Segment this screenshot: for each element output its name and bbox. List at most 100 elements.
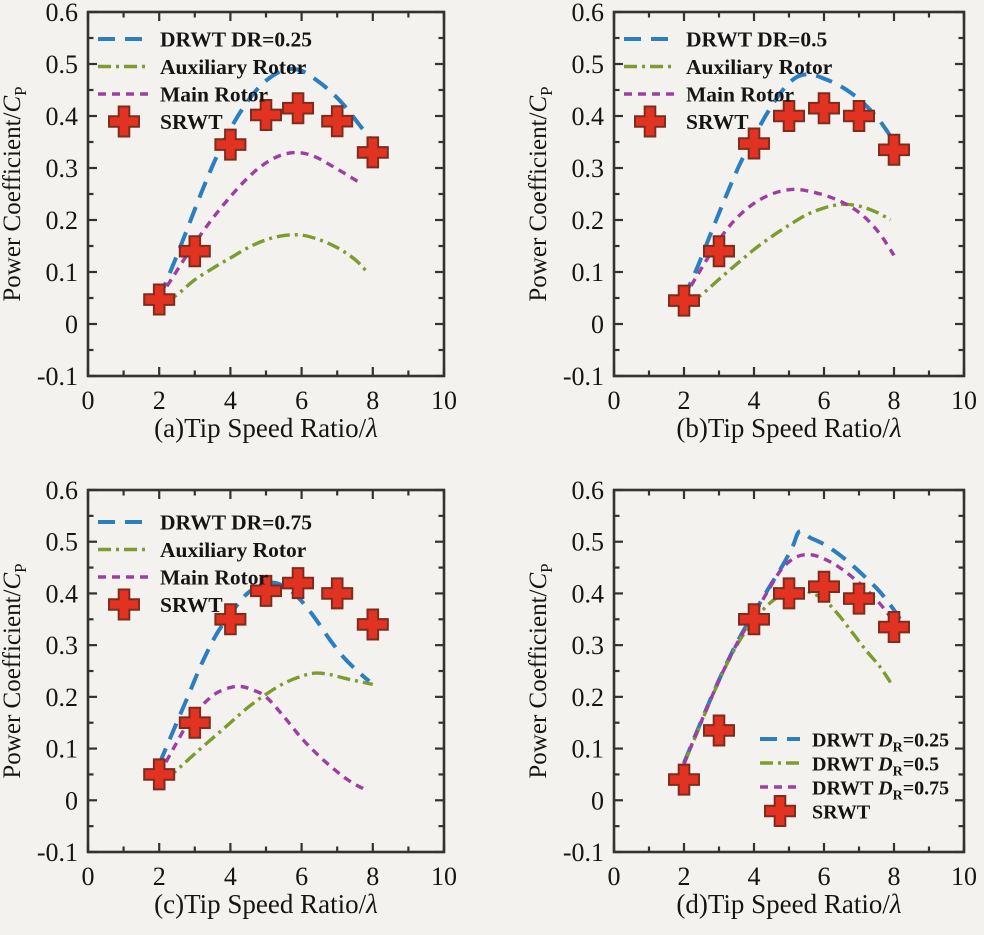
chart-a-canvas: 0 2 4 6 8 10-0.100.10.20.30.40.50.6(a)Tip Spe… bbox=[0, 0, 458, 443]
x-axis-ticks bbox=[86, 490, 446, 852]
svg-text:0.1: 0.1 bbox=[46, 258, 79, 287]
legend: DRWT DR=0.5 Auxiliary Rotor Main Rotor SRWT bbox=[624, 28, 833, 138]
x-axis-label: (d)Tip Speed Ratio/λ bbox=[676, 889, 902, 919]
svg-text:10: 10 bbox=[431, 386, 457, 415]
svg-text:0.1: 0.1 bbox=[572, 735, 605, 764]
svg-text:0.6: 0.6 bbox=[46, 476, 79, 505]
svg-text:0.3: 0.3 bbox=[46, 154, 79, 183]
x-axis-ticks bbox=[612, 490, 966, 852]
svg-text:0.5: 0.5 bbox=[46, 528, 79, 557]
svg-text:0: 0 bbox=[65, 786, 78, 815]
svg-text:-0.1: -0.1 bbox=[37, 362, 78, 391]
y-axis-ticks bbox=[88, 488, 444, 854]
svg-text:0.5: 0.5 bbox=[572, 528, 605, 557]
series-srwt-markers bbox=[143, 567, 389, 791]
legend-srwt-label: SRWT bbox=[686, 110, 749, 134]
svg-text:0.6: 0.6 bbox=[46, 0, 79, 27]
svg-text:0: 0 bbox=[591, 310, 604, 339]
legend-auxiliary-rotor-label: Auxiliary Rotor bbox=[686, 55, 833, 79]
svg-text:6: 6 bbox=[818, 862, 831, 891]
series-drwt-dr-0-75-curve bbox=[157, 580, 371, 765]
svg-text:0: 0 bbox=[608, 862, 621, 891]
svg-text:6: 6 bbox=[295, 862, 308, 891]
svg-text:8: 8 bbox=[888, 386, 901, 415]
svg-text:0.2: 0.2 bbox=[572, 206, 605, 235]
legend-auxiliary-rotor-label: Auxiliary Rotor bbox=[160, 538, 307, 562]
svg-text:2: 2 bbox=[678, 386, 691, 415]
svg-text:10: 10 bbox=[951, 862, 977, 891]
legend-drwt-dr-0-5-label: DRWT DR=0.5 bbox=[686, 28, 827, 52]
chart-d-canvas: 0 2 4 6 8 10-0.100.10.20.30.40.50.6(d)Tip Spe… bbox=[525, 476, 978, 919]
legend-srwt-label: SRWT bbox=[160, 593, 223, 617]
legend: DRWT DR=0.25 Auxiliary Rotor Main Rotor SRW… bbox=[98, 28, 312, 138]
y-tick-labels: -0.1 0 0.1 0.2 0.3 0.4 0.5 0.6 bbox=[563, 476, 604, 867]
legend-srwt-marker bbox=[764, 795, 796, 827]
legend-main-rotor-label: Main Rotor bbox=[160, 83, 269, 107]
legend-drwt-dr-0-25-label: DRWT DR=0.25 bbox=[812, 730, 949, 756]
svg-text:0.1: 0.1 bbox=[46, 735, 79, 764]
legend-srwt-marker bbox=[108, 588, 140, 621]
svg-text:0.4: 0.4 bbox=[46, 102, 79, 131]
x-axis-label: (a)Tip Speed Ratio/λ bbox=[154, 413, 378, 443]
svg-text:0.3: 0.3 bbox=[572, 154, 605, 183]
legend-srwt-marker bbox=[634, 105, 666, 138]
legend-auxiliary-rotor-label: Auxiliary Rotor bbox=[160, 55, 307, 79]
svg-text:10: 10 bbox=[431, 862, 457, 891]
series-auxiliary-rotor-curve bbox=[165, 671, 374, 781]
legend-drwt-dr-0-75-label: DRWT DR=0.75 bbox=[812, 778, 949, 804]
chart-panel-a: 0 2 4 6 8 10 -0.1 0 0.1 0.2 0.3 0.4 0.5 0.6 (a)Tip Spe… bbox=[0, 0, 492, 460]
series-srwt-markers bbox=[668, 92, 910, 317]
series-drwt-dr-0-25-curve bbox=[682, 529, 903, 764]
series-drwt-dr-0-25-curve bbox=[157, 66, 382, 299]
svg-text:0: 0 bbox=[65, 310, 78, 339]
series-srwt-markers bbox=[668, 570, 910, 796]
svg-text:0: 0 bbox=[608, 386, 621, 415]
chart-panel-c: 0 2 4 6 8 10 -0.1 0 0.1 0.2 0.3 0.4 0.5 0.6 (c)Tip Spe… bbox=[0, 460, 492, 935]
svg-text:0.6: 0.6 bbox=[572, 0, 605, 27]
y-tick-labels: -0.1 0 0.1 0.2 0.3 0.4 0.5 0.6 bbox=[37, 476, 78, 867]
series-auxiliary-rotor-curve bbox=[689, 202, 892, 305]
svg-text:0.1: 0.1 bbox=[572, 258, 605, 287]
chart-panel-d: 0 2 4 6 8 10 -0.1 0 0.1 0.2 0.3 0.4 0.5 0.6 (d)Tip Spe… bbox=[492, 460, 984, 935]
svg-text:2: 2 bbox=[153, 862, 166, 891]
legend-srwt-label: SRWT bbox=[812, 802, 871, 824]
svg-text:6: 6 bbox=[818, 386, 831, 415]
legend: DRWT DR=0.75 Auxiliary Rotor Main Rotor SRW… bbox=[98, 511, 312, 621]
svg-text:0.3: 0.3 bbox=[46, 631, 79, 660]
legend-srwt-label: SRWT bbox=[160, 110, 223, 134]
svg-text:0.2: 0.2 bbox=[46, 683, 79, 712]
x-axis-label: (b)Tip Speed Ratio/λ bbox=[676, 413, 902, 443]
svg-text:-0.1: -0.1 bbox=[37, 838, 78, 867]
legend-drwt-dr-0-75-label: DRWT DR=0.75 bbox=[160, 511, 312, 535]
y-tick-labels: -0.1 0 0.1 0.2 0.3 0.4 0.5 0.6 bbox=[563, 0, 604, 391]
y-axis-ticks bbox=[88, 10, 444, 378]
svg-text:6: 6 bbox=[295, 386, 308, 415]
y-axis-label: Power Coefficient/CP bbox=[525, 86, 556, 301]
svg-text:-0.1: -0.1 bbox=[563, 362, 604, 391]
svg-text:0.5: 0.5 bbox=[46, 50, 79, 79]
svg-text:0.3: 0.3 bbox=[572, 631, 605, 660]
y-axis-label: Power Coefficient/CP bbox=[525, 563, 556, 778]
x-axis-ticks bbox=[612, 12, 966, 376]
svg-text:4: 4 bbox=[224, 862, 237, 891]
svg-text:10: 10 bbox=[951, 386, 977, 415]
x-tick-labels: 0 2 4 6 8 10 bbox=[82, 862, 458, 891]
series-main-rotor-curve bbox=[682, 187, 896, 299]
x-tick-labels: 0 2 4 6 8 10 bbox=[82, 386, 458, 415]
x-tick-labels: 0 2 4 6 8 10 bbox=[608, 862, 978, 891]
y-axis-label: Power Coefficient/CP bbox=[0, 86, 30, 301]
y-tick-labels: -0.1 0 0.1 0.2 0.3 0.4 0.5 0.6 bbox=[37, 0, 78, 391]
chart-panel-b: 0 2 4 6 8 10 -0.1 0 0.1 0.2 0.3 0.4 0.5 0.6 (b)Tip Spe… bbox=[492, 0, 984, 460]
legend-drwt-dr-0-25-label: DRWT DR=0.25 bbox=[160, 28, 312, 52]
svg-text:0: 0 bbox=[82, 386, 95, 415]
svg-text:8: 8 bbox=[366, 386, 379, 415]
svg-text:0.4: 0.4 bbox=[572, 102, 605, 131]
svg-text:0.4: 0.4 bbox=[572, 579, 605, 608]
x-axis-ticks bbox=[86, 12, 446, 376]
legend-main-rotor-label: Main Rotor bbox=[160, 566, 269, 590]
series-main-rotor-curve bbox=[157, 150, 360, 299]
svg-text:0.2: 0.2 bbox=[46, 206, 79, 235]
svg-text:8: 8 bbox=[888, 862, 901, 891]
